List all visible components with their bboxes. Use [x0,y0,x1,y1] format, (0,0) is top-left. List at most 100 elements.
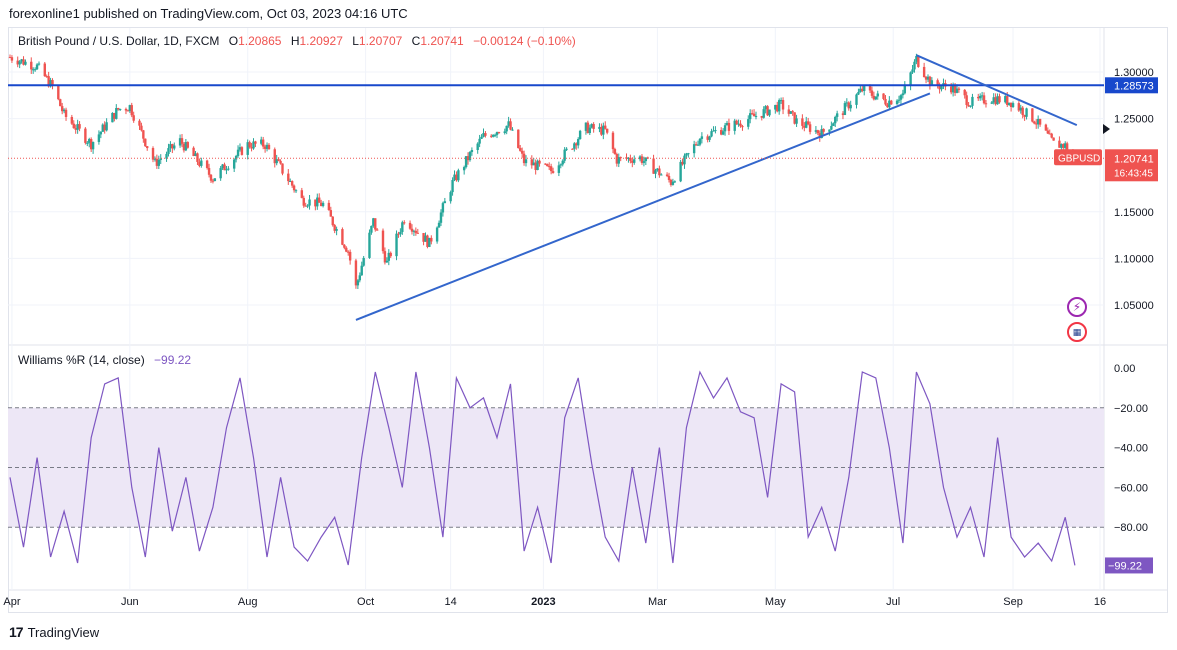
trendline-resistance[interactable] [916,54,1078,127]
scroll-right-arrow-icon[interactable] [1103,124,1110,134]
candle-body [1044,124,1048,131]
candle-body [74,128,77,130]
candle-body [126,110,130,112]
candle-body [115,108,118,119]
candle-body [389,252,392,257]
candle-body [721,131,725,135]
candle-body [441,203,445,213]
candle-body [588,127,591,134]
candle-body [99,131,103,135]
candle-body [768,109,771,116]
candle-body [33,69,37,71]
candle-body [59,99,62,107]
candle-body [60,106,64,112]
brand-name: TradingView [27,624,100,640]
candle-body [876,93,879,97]
candle-body [814,130,818,132]
candle-body [497,132,501,134]
candle-body [424,235,427,242]
candle-body [260,139,263,144]
candle-body [760,115,763,118]
candle-body [791,111,794,113]
candle-body [519,148,522,151]
candle-body [20,59,23,62]
candle-body [739,123,742,127]
candle-body [766,106,769,116]
candle-body [401,222,404,232]
candle-body [439,212,443,223]
candle-body [101,124,104,132]
candle-body [548,166,551,168]
candle-body [822,128,825,132]
candle-body [130,105,133,116]
candle-body [213,178,217,182]
candle-body [24,61,27,65]
candle-body [117,108,120,110]
candle-body [30,61,33,70]
candle-body [994,97,997,105]
candle-body [575,143,578,146]
price-tick-label: 1.05000 [1114,300,1154,312]
candle-body [138,120,141,126]
candle-body [617,157,620,164]
candle-body [49,80,52,87]
candle-body [482,133,485,137]
candle-body [275,159,278,164]
candle-body [91,141,95,150]
chart-frame[interactable] [8,27,1168,613]
candle-body [781,100,785,110]
candle-body [615,154,619,164]
candle-body [990,102,993,104]
us-flag-icon[interactable]: ▦ [1067,322,1087,342]
candle-body [470,150,474,153]
candle-body [631,160,634,163]
high-label: H [290,34,300,48]
candle-body [468,152,472,161]
price-tick-label: 1.25000 [1114,114,1154,126]
candle-body [899,95,903,100]
candle-body [354,260,358,286]
candle-body [416,232,419,234]
countdown-label: 16:43:45 [1114,168,1153,179]
candle-body [868,86,872,91]
candle-body [857,92,860,95]
symbol-title[interactable]: British Pound / U.S. Dollar, 1D, FXCM [18,34,220,48]
candle-body [159,158,162,160]
candle-body [1062,144,1065,148]
indicator-title[interactable]: Williams %R (14, close) [18,353,145,367]
candle-body [343,244,346,248]
candle-body [764,106,767,110]
candle-body [97,134,101,142]
candle-body [951,85,955,93]
symbol-badge-label: GBPUSD [1058,153,1100,164]
time-tick-label: 16 [1094,596,1106,608]
candle-body [1009,102,1013,107]
trendline-support[interactable] [355,92,931,321]
time-tick-label: Mar [648,596,667,608]
candle-body [466,156,470,161]
candle-body [806,121,810,125]
candle-body [859,88,862,93]
time-tick-label: May [765,596,786,608]
candle-body [619,157,622,159]
indicator-legend: Williams %R (14, close) −99.22 [18,353,191,367]
candle-body [787,109,791,114]
candle-body [600,126,603,135]
williams-r-line[interactable] [9,370,1076,566]
candle-body [128,105,132,112]
candle-body [696,144,700,146]
candle-body [348,251,352,261]
candle-body [776,104,779,112]
candle-body [414,230,418,233]
candle-body [692,144,696,154]
candle-body [182,143,186,151]
candle-body [633,159,636,163]
lightning-icon[interactable]: ⚡ [1067,297,1087,317]
candle-body [737,123,740,125]
candle-body [913,61,916,70]
candle-body [165,153,168,159]
candle-body [57,85,60,100]
tradingview-logo[interactable]: 17 TradingView [9,624,99,640]
candle-body [538,160,541,164]
